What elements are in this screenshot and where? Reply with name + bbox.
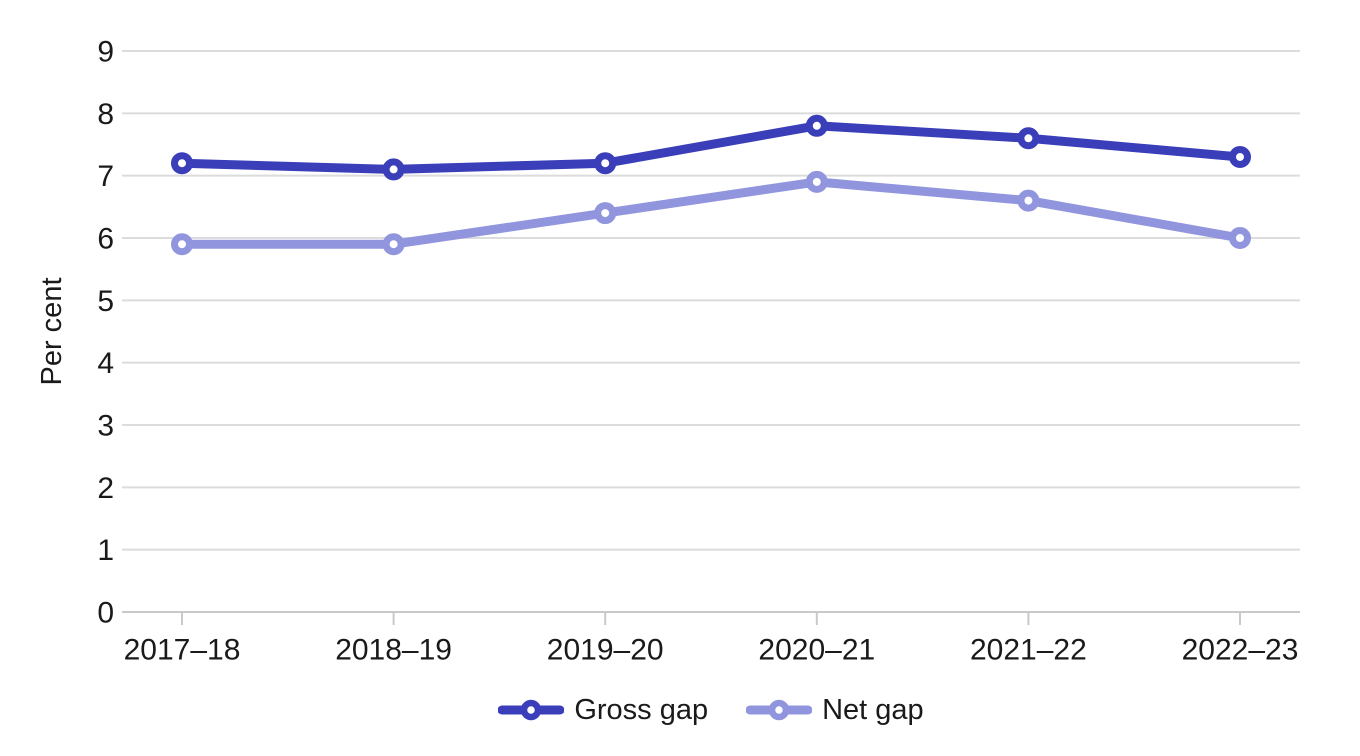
data-point-gross-gap (1017, 127, 1040, 150)
y-axis-tick-label: 7 (97, 160, 114, 193)
legend-marker-gross-gap-icon (498, 699, 565, 721)
data-point-net-gap (1229, 227, 1251, 249)
y-axis-tick-label: 1 (97, 534, 114, 567)
legend-label-net-gap: Net gap (822, 694, 924, 726)
y-axis-tick-label: 2 (97, 472, 114, 505)
legend-item-gross-gap: Gross gap (498, 692, 708, 728)
legend-marker-net-gap-icon (746, 699, 813, 721)
x-axis-tick-label: 2019–20 (547, 634, 664, 667)
x-axis-tick-label: 2022–23 (1182, 634, 1299, 667)
y-axis-tick-label: 6 (97, 223, 114, 256)
y-axis-tick-label: 5 (97, 285, 114, 318)
data-point-gross-gap (594, 152, 617, 175)
y-axis-tick-label: 0 (97, 597, 114, 630)
series-line-net-gap (177, 177, 1245, 249)
data-point-net-gap (594, 202, 617, 225)
data-point-gross-gap (805, 114, 828, 137)
legend-label-gross-gap: Gross gap (574, 694, 709, 726)
x-axis-tick-label: 2018–19 (335, 634, 452, 667)
legend-ring (521, 699, 542, 721)
data-point-gross-gap (1229, 145, 1251, 168)
x-axis-tick-label: 2020–21 (758, 634, 875, 667)
data-point-net-gap (1017, 189, 1040, 212)
y-axis-tick-label: 3 (97, 410, 114, 443)
legend-swatch-svg (746, 699, 813, 721)
data-point-gross-gap (382, 158, 405, 181)
x-axis-tick-label: 2017–18 (124, 634, 241, 667)
data-point-gross-gap (171, 152, 193, 175)
legend: Gross gap Net gap (0, 692, 1360, 728)
series-line-gross-gap (177, 121, 1245, 174)
data-point-net-gap (171, 233, 193, 256)
y-axis-title: Per cent (36, 278, 68, 386)
y-axis-tick-label: 4 (97, 347, 114, 380)
legend-item-net-gap: Net gap (746, 692, 924, 728)
legend-ring (768, 699, 790, 721)
x-axis-tick-label: 2021–22 (970, 634, 1087, 667)
line-chart: 0 1 2 3 4 5 6 7 8 9 2017–18 2018–19 2019–20 2020–21 20… (36, 36, 1300, 667)
y-axis-tick-label: 9 (97, 36, 114, 69)
data-point-net-gap (382, 233, 405, 256)
data-point-net-gap (805, 170, 828, 193)
y-axis-tick-label: 8 (97, 98, 114, 131)
legend-swatch-svg (498, 699, 565, 721)
